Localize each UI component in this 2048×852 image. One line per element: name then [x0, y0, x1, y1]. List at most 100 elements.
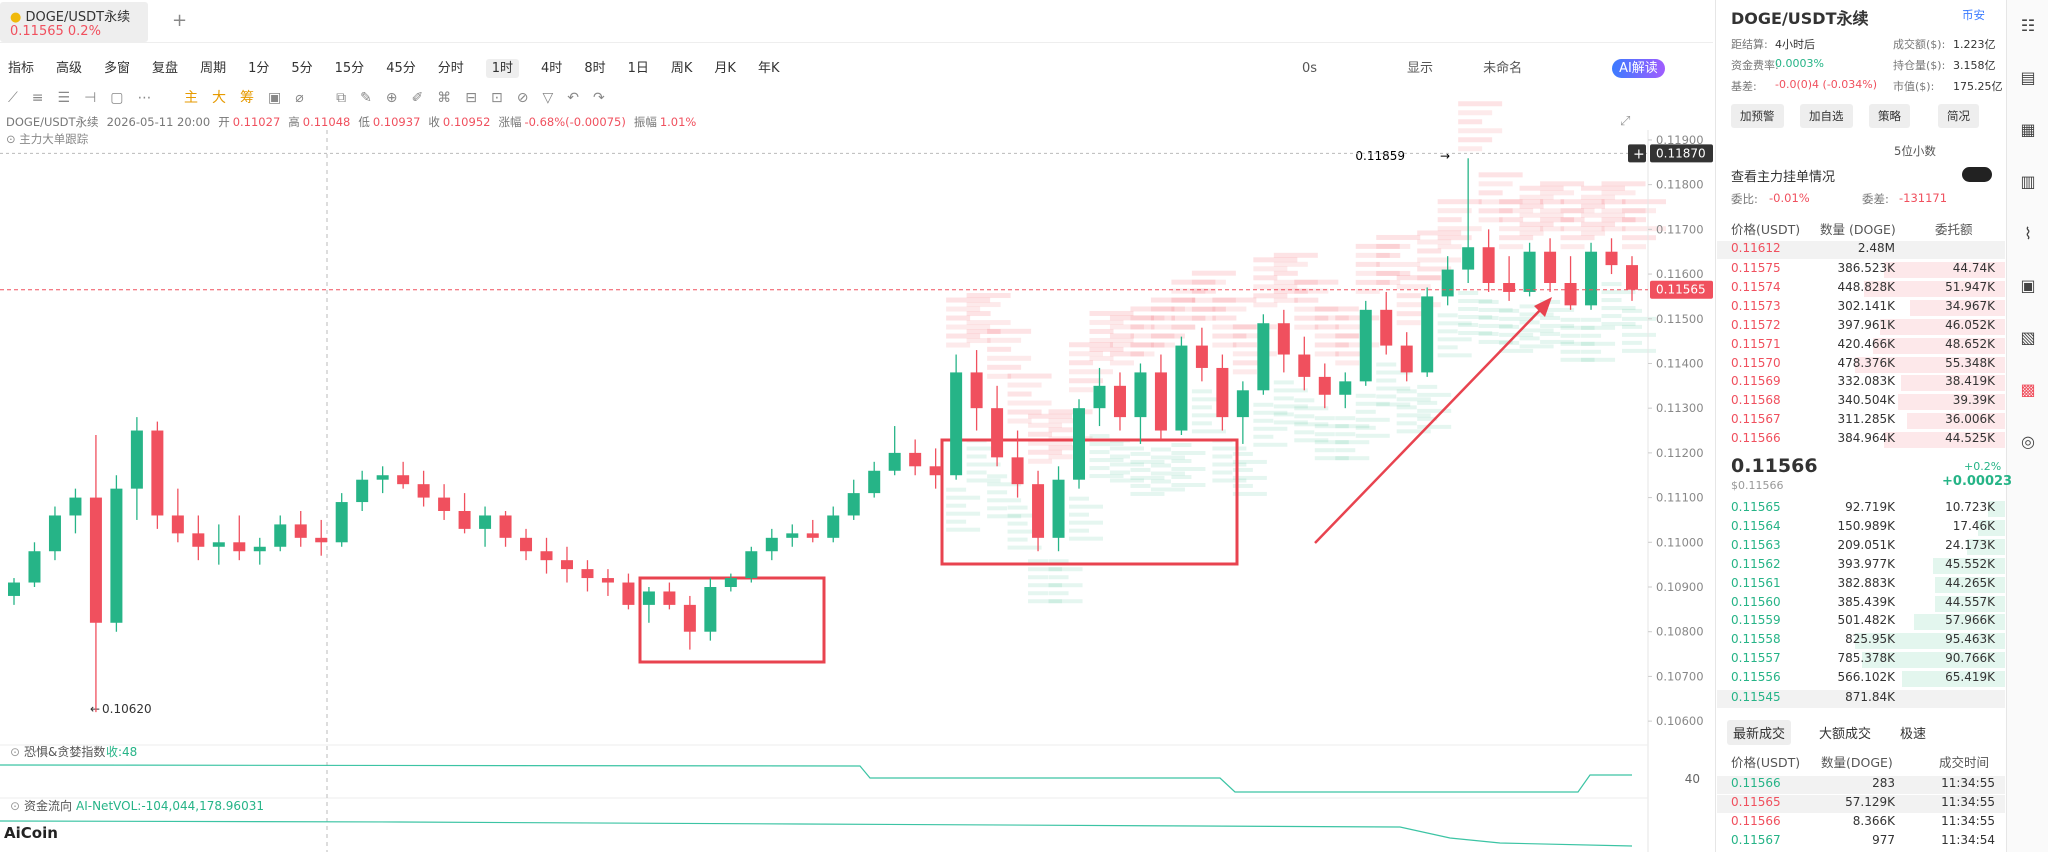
period-button[interactable]: 1分 [248, 61, 270, 76]
candle-body [479, 515, 492, 529]
toggle[interactable] [1962, 167, 1992, 182]
heat-bid [1253, 442, 1288, 447]
tool-button[interactable]: AI解读 [1612, 59, 1665, 78]
heat-bid [1376, 362, 1397, 367]
candle-body [786, 533, 799, 538]
heat-ask [1376, 270, 1411, 276]
heat-ask [1294, 315, 1329, 321]
candle-body [827, 515, 840, 538]
period-button[interactable]: 周K [670, 61, 693, 76]
sep [1715, 0, 1716, 852]
panel-button[interactable]: 加预警 [1731, 104, 1784, 128]
panel-button[interactable]: 简况 [1938, 104, 1979, 128]
side-icons[interactable]: ☷ ▤ ▦ ▥ ⌇ ▣ ▧ ▩ ◎ [2020, 16, 2036, 451]
info-value: 0.11048 [302, 115, 351, 129]
tool-button[interactable]: 0s [1302, 61, 1318, 76]
tool-button[interactable]: 复盘 [152, 61, 179, 76]
period-button[interactable]: 45分 [386, 61, 416, 76]
heat-bid [1150, 471, 1185, 476]
heat-ask [1232, 324, 1277, 330]
add-tab[interactable]: + [172, 10, 188, 31]
candle-body [1462, 247, 1475, 270]
book-price: 0.11570 [1731, 355, 1781, 370]
trade-tab[interactable]: 大额成交 [1819, 727, 1872, 742]
candle-body [970, 372, 983, 409]
period-button[interactable]: 1日 [627, 61, 649, 76]
info-symbol: DOGE/USDT永续 [6, 115, 99, 129]
period-button[interactable]: 年K [757, 61, 780, 76]
tab[interactable]: ● DOGE/USDT永续 0.11565 0.2% [0, 2, 148, 42]
heat-bid [946, 527, 981, 532]
heat-bid [1417, 408, 1452, 413]
heat-bid [1540, 323, 1575, 328]
tool-button[interactable]: 周期 [200, 61, 227, 76]
period-button[interactable]: 5分 [291, 61, 313, 76]
heat-ask [987, 355, 1032, 361]
heat-bid [1581, 349, 1602, 354]
candle-body [233, 542, 246, 552]
tool-button[interactable]: 高级 [56, 61, 83, 76]
exchange[interactable]: 币安 [1962, 8, 1985, 22]
heat-bid [1519, 304, 1540, 309]
trade-qty: 977 [1872, 833, 1895, 847]
period-button[interactable]: 月K [714, 61, 736, 76]
tool-button[interactable]: 未命名 [1483, 61, 1523, 76]
tool-button[interactable]: 显示 [1407, 61, 1434, 76]
heat-bid [1601, 282, 1622, 287]
panel-button[interactable]: 策略 [1869, 104, 1910, 128]
heat-ask [1191, 297, 1236, 303]
heat-ask [1622, 208, 1656, 214]
period-button[interactable]: 8时 [584, 61, 606, 76]
heat-ask [1355, 270, 1400, 276]
heat-ask [1191, 315, 1216, 321]
panel-button[interactable]: 加自选 [1800, 104, 1853, 128]
depth-bar [1898, 394, 2005, 411]
depth-bar [1967, 538, 2005, 555]
heat-ask [1294, 279, 1339, 285]
heat-ask [1007, 400, 1052, 406]
heat-bid [1396, 397, 1431, 402]
expand-icon[interactable]: ⤢ [1620, 114, 1630, 129]
draw-tools[interactable]: ⟋≡☰⊣▢⋯ 主大筹▣⌀ ⧉✎⊕✐⌘⊟⊡⊘▽↶↷ [8, 90, 619, 106]
period-button[interactable]: 15分 [334, 61, 365, 76]
toolbar: 指标 高级 多窗 复盘 周期 1分 5分 15分 45分 分时 1时 4时 8时 1日 周K 月K 年K [8, 57, 801, 78]
tool-button[interactable]: 指标 [8, 61, 35, 76]
book-price: 0.11568 [1731, 393, 1781, 408]
heat-bid [1581, 317, 1602, 322]
trade-header: 价格(USDT) [1731, 755, 1801, 770]
book-total: 57.966K [1945, 613, 1995, 628]
book-qty: 386.523K [1837, 261, 1896, 275]
heat-bid [1130, 451, 1151, 456]
side-bar: ☷ ▤ ▦ ▥ ⌇ ▣ ▧ ▩ ◎ [2006, 0, 2048, 852]
book-price: 0.11566 [1731, 431, 1781, 446]
candle-body [765, 537, 778, 552]
heat-bid [1150, 487, 1185, 492]
book-total: 95.463K [1945, 632, 1995, 647]
heat-bid [1212, 470, 1233, 475]
depth-toggle[interactable]: 查看主力挂单情况 [1731, 170, 1836, 185]
book-qty: 209.051K [1837, 537, 1896, 552]
heat-ask [1028, 440, 1073, 446]
period-button[interactable]: 4时 [541, 61, 563, 76]
period-button[interactable]: 1时 [485, 59, 520, 78]
candle-body [847, 493, 860, 516]
heat-bid [1028, 567, 1063, 572]
candle-body [171, 515, 184, 534]
tracker: ⊙ 主力大单跟踪 [6, 132, 89, 146]
heat-bid [1581, 325, 1616, 330]
heat-bid [1212, 454, 1233, 459]
heat-bid [1028, 591, 1049, 596]
decimals[interactable]: 5位小数 [1894, 144, 1936, 158]
period-button[interactable]: 分时 [437, 61, 464, 76]
heat-bid [1028, 583, 1063, 588]
trade-tab[interactable]: 最新成交 [1727, 720, 1792, 745]
heat-ask [1109, 315, 1154, 321]
candle-body [560, 560, 573, 570]
book-qty: 420.466K [1837, 336, 1896, 351]
trade-tab[interactable]: 极速 [1900, 727, 1927, 742]
book-price: 0.11557 [1731, 651, 1781, 666]
tab-change: 0.2% [67, 24, 101, 39]
fear-title: 恐惧&贪婪指数 [24, 744, 105, 759]
tool-button[interactable]: 多窗 [104, 61, 131, 76]
stat: -0.0(0)4 (-0.034%) [1775, 78, 1878, 91]
